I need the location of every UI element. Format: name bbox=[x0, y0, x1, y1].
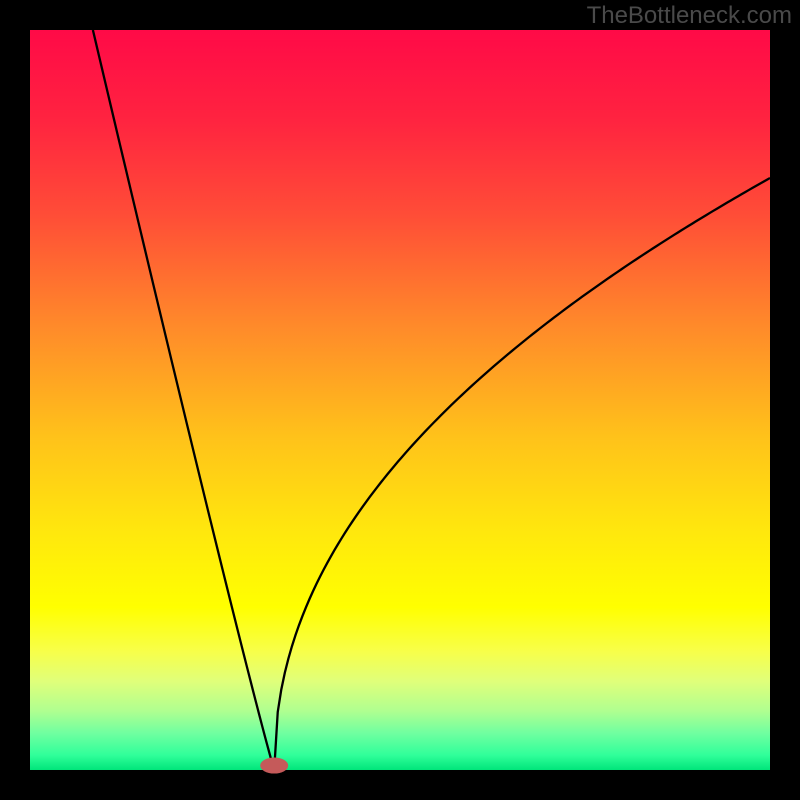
chart-plot-area bbox=[30, 30, 770, 770]
optimal-point-marker bbox=[260, 758, 288, 774]
bottleneck-chart: TheBottleneck.com bbox=[0, 0, 800, 800]
watermark-text: TheBottleneck.com bbox=[587, 2, 792, 30]
chart-svg bbox=[0, 0, 800, 800]
